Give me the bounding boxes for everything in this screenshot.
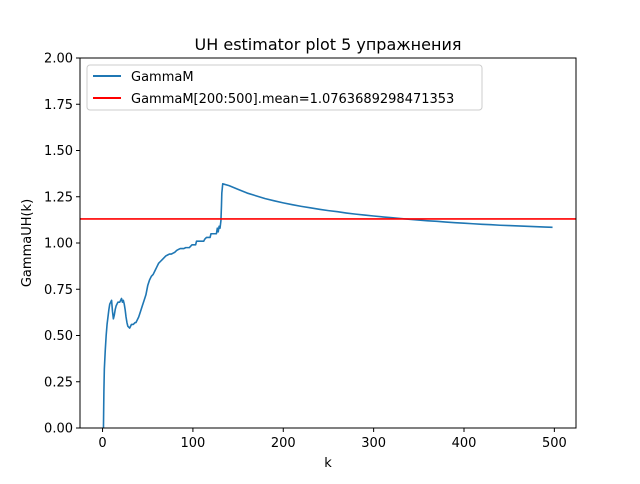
legend-label-gammam: GammaM	[131, 70, 194, 85]
y-tick-label: 2.00	[44, 52, 73, 67]
axes-frame	[79, 57, 577, 429]
x-tick-label: 100	[180, 436, 205, 451]
x-axis-label: k	[324, 456, 332, 471]
y-tick-label: 0.75	[44, 283, 73, 298]
plot-area	[80, 183, 576, 428]
y-tick-label: 1.00	[44, 237, 73, 252]
axis-ticks: 0 100 200 300 400 500 0.00 0.25 0.50 0.75 1.00 1.25…	[44, 52, 567, 452]
y-axis-label: GammaUH(k)	[20, 199, 35, 287]
legend-box	[86, 64, 483, 111]
chart-title: UH estimator plot 5 упражнения	[195, 35, 462, 54]
x-tick-label: 0	[98, 436, 106, 451]
y-tick-label: 1.50	[44, 144, 73, 159]
y-tick-label: 0.50	[44, 329, 73, 344]
legend-label-mean: GammaM[200:500].mean=1.0763689298471353	[131, 92, 454, 107]
x-tick-label: 300	[361, 436, 386, 451]
y-tick-label: 0.25	[44, 375, 73, 390]
y-tick-label: 0.00	[44, 422, 73, 437]
legend: GammaM GammaM[200:500].mean=1.0763689298…	[86, 64, 483, 111]
y-tick-label: 1.25	[44, 190, 73, 205]
x-tick-label: 500	[542, 436, 567, 451]
x-tick-label: 400	[452, 436, 477, 451]
y-tick-label: 1.75	[44, 98, 73, 113]
x-tick-label: 200	[271, 436, 296, 451]
gammam-line	[102, 183, 553, 428]
